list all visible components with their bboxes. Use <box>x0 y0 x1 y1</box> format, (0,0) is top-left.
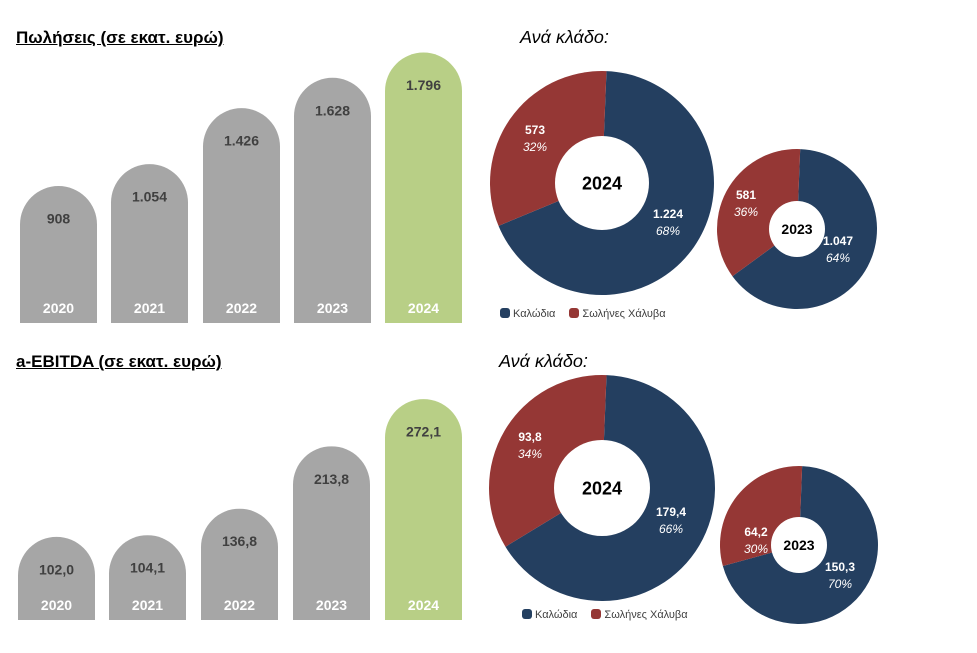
legend-label: Σωλήνες Χάλυβα <box>604 609 688 621</box>
slice-value-label: 1.224 <box>653 207 683 221</box>
legend-label: Καλώδια <box>535 609 578 621</box>
bar-2021 <box>111 164 188 323</box>
legend-swatch-red <box>591 609 602 619</box>
ebitda-by-sector-label: Ανά κλάδο: <box>499 351 588 371</box>
slice-value-label: 581 <box>736 188 756 202</box>
bar-2023 <box>293 446 370 620</box>
legend-swatch-navy <box>500 308 510 318</box>
sales-legend: Καλώδια Σωλήνες Χάλυβα <box>500 308 666 320</box>
donut-year-label: 2023 <box>781 221 812 237</box>
bar-year-label: 2024 <box>408 300 439 316</box>
bar-2020 <box>18 536 95 620</box>
bar-2022 <box>203 108 280 323</box>
legend-item-steel-pipes: Σωλήνες Χάλυβα <box>569 308 666 320</box>
bar-value-label: 908 <box>47 211 71 227</box>
ebitda-title: a-EBITDA (σε εκατ. ευρώ) <box>16 352 222 371</box>
bar-2021 <box>109 535 186 620</box>
bar-value-label: 1.796 <box>406 77 441 93</box>
bar-2022 <box>201 508 278 620</box>
sales-title: Πωλήσεις (σε εκατ. ευρώ) <box>16 28 224 47</box>
legend-item-cables: Καλώδια <box>500 308 555 320</box>
legend-item-steel-pipes: Σωλήνες Χάλυβα <box>591 609 688 621</box>
slice-value-label: 150,3 <box>825 560 855 574</box>
donut-year-label: 2024 <box>582 478 622 498</box>
bar-year-label: 2022 <box>226 300 257 316</box>
donut-year-label: 2024 <box>582 173 622 193</box>
bar-2024 <box>385 399 462 620</box>
donut-hole <box>771 517 827 573</box>
slice-percent-label: 68% <box>656 224 680 238</box>
bar-value-label: 1.426 <box>224 133 259 149</box>
bar-2020 <box>20 186 97 323</box>
bar-value-label: 272,1 <box>406 424 441 440</box>
legend-label: Σωλήνες Χάλυβα <box>582 308 666 320</box>
bar-year-label: 2023 <box>317 300 348 316</box>
bar-year-label: 2022 <box>224 597 255 613</box>
legend-swatch-red <box>569 308 580 318</box>
slice-percent-label: 34% <box>518 447 542 461</box>
donut-year-label: 2023 <box>783 537 814 553</box>
slice-value-label: 1.047 <box>823 234 853 248</box>
donut-hole <box>769 201 825 257</box>
bar-year-label: 2020 <box>43 300 74 316</box>
sales-by-sector-label: Ανά κλάδο: <box>520 27 609 47</box>
bar-2024 <box>385 52 462 323</box>
bar-year-label: 2024 <box>408 597 439 613</box>
slice-percent-label: 66% <box>659 522 683 536</box>
bar-value-label: 1.628 <box>315 102 350 118</box>
bar-year-label: 2020 <box>41 597 72 613</box>
slice-value-label: 179,4 <box>656 505 686 519</box>
bar-value-label: 136,8 <box>222 533 257 549</box>
donut-hole <box>555 136 649 230</box>
bar-value-label: 102,0 <box>39 561 74 577</box>
slice-percent-label: 70% <box>828 577 852 591</box>
bar-value-label: 104,1 <box>130 560 165 576</box>
donut-hole <box>554 440 650 536</box>
bar-year-label: 2023 <box>316 597 347 613</box>
ebitda-legend: Καλώδια Σωλήνες Χάλυβα <box>522 609 688 621</box>
legend-swatch-navy <box>522 609 532 619</box>
slice-value-label: 573 <box>525 123 545 137</box>
bar-value-label: 213,8 <box>314 471 349 487</box>
donut-slice-steel-pipes <box>717 149 801 277</box>
bar-value-label: 1.054 <box>132 189 167 205</box>
bar-year-label: 2021 <box>134 300 165 316</box>
slice-percent-label: 32% <box>523 140 547 154</box>
bar-2023 <box>294 77 371 323</box>
bar-year-label: 2021 <box>132 597 163 613</box>
legend-item-cables: Καλώδια <box>522 609 577 621</box>
slice-percent-label: 36% <box>734 205 758 219</box>
donut-slice-steel-pipes <box>489 375 607 547</box>
slice-percent-label: 64% <box>826 251 850 265</box>
slice-value-label: 64,2 <box>744 525 768 539</box>
slice-value-label: 93,8 <box>518 430 542 444</box>
legend-label: Καλώδια <box>513 308 556 320</box>
slice-percent-label: 30% <box>744 542 768 556</box>
